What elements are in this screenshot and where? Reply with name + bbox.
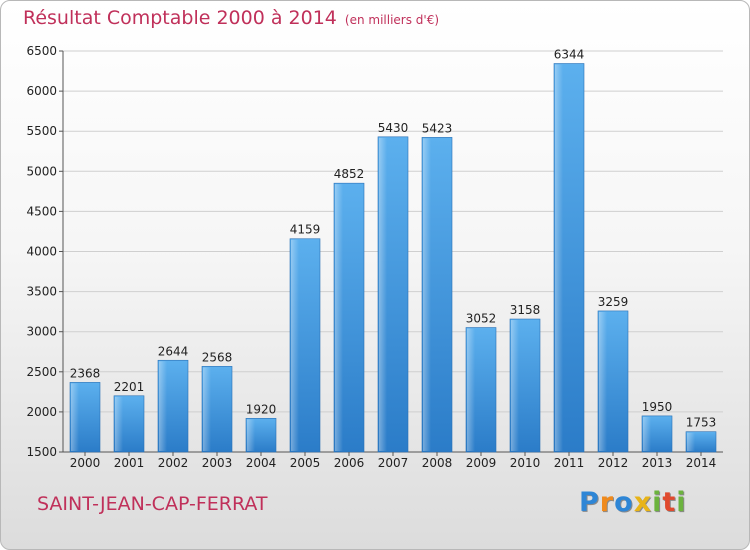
bar-highlight: [599, 311, 607, 451]
bar-highlight: [115, 396, 123, 451]
logo-letter: i: [676, 487, 687, 518]
value-label: 2644: [158, 344, 189, 358]
x-tick-label: 2008: [422, 456, 453, 470]
y-tick-label: 4000: [26, 245, 57, 259]
y-tick-label: 5000: [26, 164, 57, 178]
y-tick-label: 3500: [26, 285, 57, 299]
bar-highlight: [511, 320, 519, 451]
value-label: 4159: [290, 223, 321, 237]
logo-letter: o: [614, 487, 634, 518]
x-tick-label: 2002: [158, 456, 189, 470]
bar-highlight: [687, 432, 695, 451]
bar-highlight: [335, 184, 343, 451]
chart-unit: (en milliers d'€): [344, 13, 440, 27]
x-tick-label: 2010: [510, 456, 541, 470]
x-tick-label: 2003: [202, 456, 233, 470]
logo-letter: x: [633, 487, 653, 518]
bar-highlight: [467, 328, 475, 451]
bar-highlight: [159, 361, 167, 451]
x-tick-label: 2011: [554, 456, 585, 470]
bar-highlight: [379, 137, 387, 451]
chart-title: Résultat Comptable 2000 à 2014 (en millie…: [23, 7, 439, 29]
x-tick-label: 2004: [246, 456, 277, 470]
value-label: 5423: [422, 121, 453, 135]
y-tick-label: 3000: [26, 325, 57, 339]
y-tick-label: 4500: [26, 204, 57, 218]
value-label: 2568: [202, 350, 233, 364]
x-tick-label: 2000: [70, 456, 101, 470]
value-label: 1920: [246, 402, 277, 416]
y-tick-label: 5500: [26, 124, 57, 138]
bar-highlight: [423, 138, 431, 451]
bar-highlight: [643, 416, 651, 451]
value-label: 1950: [642, 400, 673, 414]
town-name: SAINT-JEAN-CAP-FERRAT: [37, 493, 268, 515]
x-tick-label: 2006: [334, 456, 365, 470]
logo-letter: t: [662, 487, 677, 518]
x-tick-label: 2007: [378, 456, 409, 470]
chart-title-text: Résultat Comptable 2000 à 2014: [23, 7, 337, 29]
bar-highlight: [555, 64, 563, 451]
value-label: 3052: [466, 312, 497, 326]
y-tick-label: 2500: [26, 365, 57, 379]
x-tick-labels: 2000 2001 2002 2003 2004 2005 2006 2007 2008 2009…: [70, 452, 717, 470]
value-label: 4852: [334, 167, 365, 181]
proxiti-logo[interactable]: Proxiti: [579, 487, 687, 518]
value-label: 3259: [598, 295, 629, 309]
x-tick-label: 2009: [466, 456, 497, 470]
value-labels: 2368 2201 2644 2568 1920 4159 4852 5430 5423 3052…: [70, 48, 717, 430]
value-label: 1753: [686, 416, 717, 430]
x-tick-label: 2014: [686, 456, 717, 470]
value-label: 2368: [70, 366, 101, 380]
logo-letter: P: [579, 487, 600, 518]
bars: [69, 63, 717, 453]
bar-highlight: [291, 239, 299, 451]
bar-highlight: [71, 383, 79, 451]
logo-letter: i: [652, 487, 663, 518]
x-tick-label: 2005: [290, 456, 321, 470]
value-label: 6344: [554, 48, 585, 62]
x-tick-label: 2001: [114, 456, 145, 470]
value-label: 2201: [114, 380, 145, 394]
y-tick-label: 2000: [26, 405, 57, 419]
logo-letter: r: [599, 487, 615, 518]
x-tick-label: 2012: [598, 456, 629, 470]
y-tick-labels: 1500 2000 2500 3000 3500 4000 4500 5000 5500 6000…: [26, 44, 57, 459]
y-tick-label: 6500: [26, 44, 57, 58]
bar-highlight: [247, 419, 255, 451]
value-label: 3158: [510, 303, 541, 317]
y-tick-label: 6000: [26, 84, 57, 98]
y-tick-label: 1500: [26, 445, 57, 459]
value-label: 5430: [378, 121, 409, 135]
bar-highlight: [203, 367, 211, 451]
x-tick-label: 2013: [642, 456, 673, 470]
